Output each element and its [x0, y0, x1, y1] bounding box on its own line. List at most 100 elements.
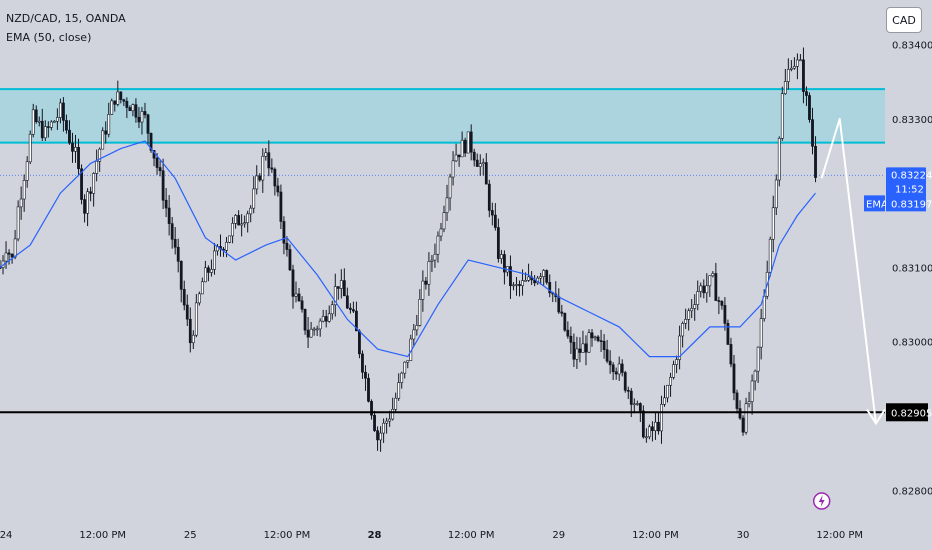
- candle[interactable]: [696, 280, 700, 311]
- candle[interactable]: [213, 242, 216, 275]
- candle[interactable]: [385, 417, 389, 434]
- candle[interactable]: [569, 326, 573, 354]
- candle[interactable]: [207, 265, 210, 282]
- candle[interactable]: [131, 103, 135, 117]
- candle[interactable]: [55, 108, 59, 130]
- candle[interactable]: [672, 360, 675, 380]
- candle[interactable]: [125, 97, 129, 119]
- candle[interactable]: [65, 114, 68, 134]
- candle[interactable]: [333, 273, 337, 317]
- candle[interactable]: [605, 339, 609, 364]
- candle[interactable]: [7, 249, 11, 265]
- candle[interactable]: [430, 254, 434, 272]
- candle[interactable]: [92, 172, 96, 207]
- projection-arrow[interactable]: [820, 117, 877, 424]
- candle[interactable]: [620, 359, 624, 377]
- candle[interactable]: [246, 210, 250, 233]
- candle[interactable]: [611, 362, 615, 381]
- candle[interactable]: [182, 280, 186, 311]
- candle[interactable]: [161, 158, 165, 210]
- candle[interactable]: [252, 176, 256, 214]
- candle[interactable]: [684, 308, 688, 329]
- candle[interactable]: [49, 120, 53, 131]
- candle[interactable]: [312, 326, 316, 336]
- candle[interactable]: [448, 173, 452, 211]
- candle[interactable]: [228, 235, 231, 244]
- candle[interactable]: [77, 138, 80, 177]
- candle[interactable]: [445, 184, 449, 221]
- candle[interactable]: [382, 418, 386, 443]
- candle[interactable]: [351, 301, 355, 314]
- candle[interactable]: [288, 244, 292, 272]
- candle[interactable]: [614, 367, 618, 380]
- candle[interactable]: [412, 323, 416, 347]
- candle[interactable]: [415, 314, 419, 336]
- candle[interactable]: [427, 252, 431, 296]
- candle[interactable]: [723, 297, 727, 331]
- candle[interactable]: [735, 389, 739, 414]
- candle[interactable]: [777, 136, 781, 187]
- candle[interactable]: [693, 294, 697, 321]
- candle[interactable]: [282, 216, 286, 255]
- candle[interactable]: [786, 58, 790, 90]
- candle[interactable]: [493, 203, 497, 231]
- candle[interactable]: [542, 268, 546, 286]
- candle[interactable]: [249, 205, 253, 223]
- candle[interactable]: [418, 289, 422, 327]
- candle[interactable]: [361, 350, 364, 379]
- candle[interactable]: [321, 309, 325, 323]
- candle[interactable]: [397, 373, 401, 401]
- candle[interactable]: [258, 173, 262, 182]
- candle[interactable]: [774, 174, 778, 215]
- candle[interactable]: [86, 188, 89, 227]
- candle[interactable]: [234, 214, 237, 229]
- currency-button[interactable]: CAD: [886, 7, 922, 33]
- candle[interactable]: [276, 177, 280, 197]
- candle[interactable]: [741, 415, 745, 436]
- candle[interactable]: [74, 134, 77, 163]
- candle[interactable]: [176, 238, 180, 273]
- candle[interactable]: [116, 80, 120, 107]
- candle[interactable]: [750, 374, 754, 415]
- current-price-tag[interactable]: 0.83224 11:52: [886, 167, 932, 198]
- candle[interactable]: [34, 105, 38, 124]
- candle[interactable]: [143, 102, 147, 119]
- candle[interactable]: [388, 410, 392, 427]
- candle[interactable]: [345, 287, 349, 309]
- candle[interactable]: [303, 308, 307, 335]
- candle[interactable]: [702, 279, 706, 299]
- candle[interactable]: [617, 356, 621, 381]
- candle[interactable]: [19, 186, 23, 220]
- candle[interactable]: [264, 148, 268, 161]
- candle[interactable]: [203, 260, 207, 283]
- candle[interactable]: [641, 405, 645, 439]
- candle[interactable]: [364, 365, 367, 391]
- candle[interactable]: [678, 325, 682, 370]
- candle[interactable]: [814, 136, 817, 183]
- candle[interactable]: [89, 186, 93, 202]
- candle[interactable]: [122, 98, 126, 107]
- candle[interactable]: [478, 154, 482, 176]
- candle[interactable]: [137, 107, 141, 129]
- candle[interactable]: [342, 268, 346, 297]
- candle[interactable]: [545, 269, 549, 285]
- candle[interactable]: [581, 330, 585, 353]
- candle[interactable]: [780, 86, 784, 141]
- candle[interactable]: [98, 147, 102, 172]
- candle[interactable]: [687, 308, 691, 331]
- event-icon[interactable]: [812, 492, 831, 510]
- candle[interactable]: [28, 130, 32, 165]
- candle[interactable]: [52, 120, 56, 123]
- candle[interactable]: [669, 372, 672, 397]
- candle[interactable]: [596, 335, 600, 343]
- candle[interactable]: [46, 121, 50, 138]
- candle[interactable]: [484, 153, 488, 185]
- candle[interactable]: [83, 194, 86, 223]
- candle[interactable]: [358, 329, 361, 359]
- candle[interactable]: [481, 158, 485, 176]
- candle[interactable]: [421, 270, 425, 312]
- candle[interactable]: [0, 259, 2, 270]
- candle[interactable]: [59, 98, 62, 124]
- candle[interactable]: [16, 200, 20, 242]
- candle[interactable]: [572, 333, 576, 367]
